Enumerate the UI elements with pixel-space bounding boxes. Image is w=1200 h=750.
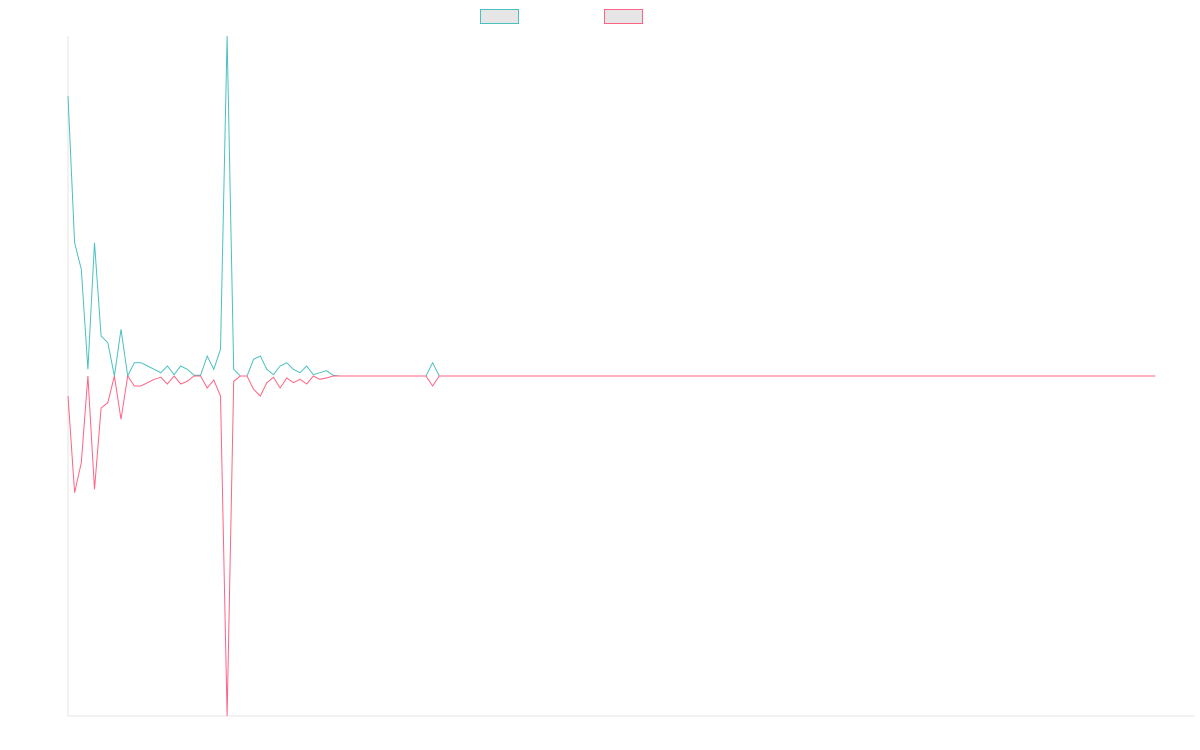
legend-item-series-1[interactable]: [480, 9, 525, 24]
legend-swatch-series-2: [604, 9, 643, 24]
chart-legend: [480, 9, 650, 27]
series-1-line[interactable]: [67, 35, 1129, 378]
legend-swatch-series-1: [480, 9, 519, 24]
series-layer: [67, 35, 1156, 717]
series-2-line[interactable]: [67, 374, 1156, 717]
legend-item-series-2[interactable]: [604, 9, 649, 24]
